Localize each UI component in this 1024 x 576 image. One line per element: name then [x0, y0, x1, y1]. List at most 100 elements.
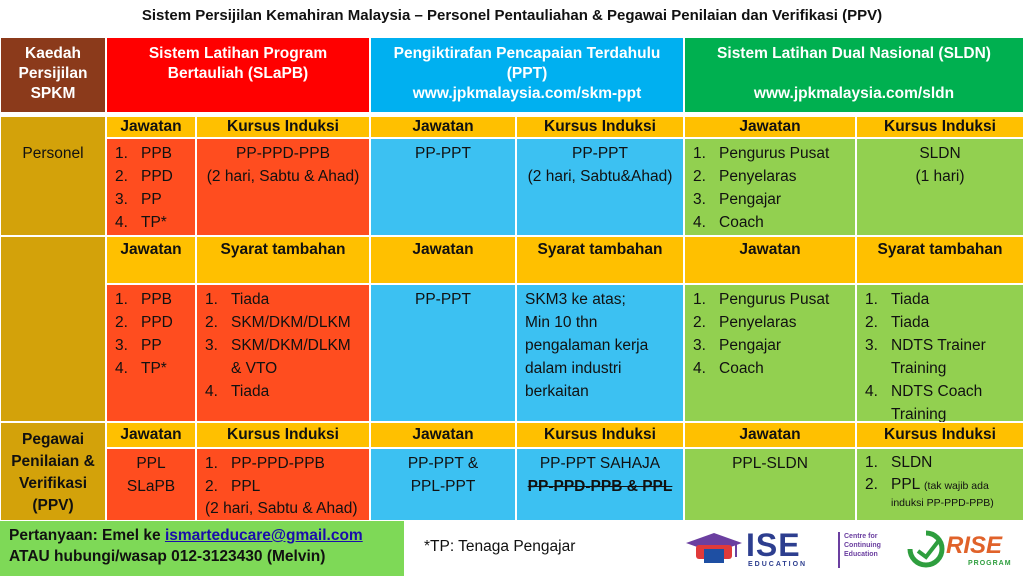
kursus-duration: (2 hari, Sabtu & Ahad): [205, 500, 358, 517]
list-item-text: Pengajar: [719, 337, 782, 354]
list-item-text-line: NDTS Trainer: [891, 337, 986, 354]
list-item-number: 1.: [205, 291, 218, 308]
syarat-line: berkaitan: [525, 383, 589, 400]
list-item: 3. Pengajar: [693, 334, 855, 357]
subheader-jawatan: Jawatan: [684, 236, 856, 284]
list-item-number: 2.: [205, 478, 218, 495]
ppv-sldn-kursus: 1. SLDN 2. PPL (tak wajib ada induksi PP-P…: [856, 448, 1024, 521]
subheader-jawatan: Jawatan: [684, 422, 856, 448]
list-item: 2. PPL (tak wajib ada: [865, 474, 1023, 496]
list-item: 4. NDTS Coach Training: [865, 380, 1023, 426]
header-kaedah-line: SPKM: [30, 85, 76, 102]
header-sldn: Sistem Latihan Dual Nasional (SLDN) www.…: [684, 37, 1024, 113]
list-item-text: Penyelaras: [719, 314, 797, 331]
list-item: 1. Pengurus Pusat: [693, 142, 855, 165]
subheader-jawatan: Jawatan: [106, 422, 196, 448]
list-item: 4. Tiada: [205, 380, 369, 403]
list-item: 1. PPB: [115, 142, 195, 165]
personel-ppt-kursus: PP-PPT (2 hari, Sabtu&Ahad): [516, 138, 684, 236]
ise-graduation-cap-icon: [686, 533, 742, 563]
header-kaedah: Kaedah Persijilan SPKM: [0, 37, 106, 113]
jawatan-list: 1. PPB 2. PPD 3. PP 4. TP*: [115, 288, 195, 380]
syarat-line: SKM3 ke atas;: [525, 291, 626, 308]
list-item: 3. NDTS Trainer Training: [865, 334, 1023, 380]
row-label-syarat: [0, 236, 106, 422]
syarat-list: 1. Tiada 2. SKM/DKM/DLKM 3. SKM/DKM/DLKM & V…: [205, 288, 369, 403]
list-item-text: SLDN: [891, 454, 933, 471]
syarat-line: dalam industri: [525, 360, 622, 377]
list-item-text: Tiada: [231, 291, 270, 308]
list-item: 3. PP: [115, 188, 195, 211]
subheader-jawatan: Jawatan: [106, 116, 196, 138]
list-item-text: SKM/DKM/DLKM: [231, 314, 351, 331]
list-item-text-line: SKM/DKM/DLKM: [231, 337, 351, 354]
ise-logo-subtext: EDUCATION: [748, 561, 808, 568]
subheader-kursus-induksi: Kursus Induksi: [196, 116, 370, 138]
list-item-text: Tiada: [231, 383, 270, 400]
jawatan-list: 1. Pengurus Pusat 2. Penyelaras 3. Pengajar…: [693, 288, 855, 380]
kursus-duration: (1 hari): [915, 168, 965, 185]
subheader-jawatan: Jawatan: [106, 236, 196, 284]
subheader-syarat-tambahan: Syarat tambahan: [196, 236, 370, 284]
list-item-text: PPL (tak wajib ada: [891, 474, 989, 496]
contact-phone: ATAU hubungi/wasap 012-3123430 (Melvin): [9, 548, 326, 565]
list-item-text: Pengurus Pusat: [719, 291, 830, 308]
personel-slapb-jawatan: 1. PPB 2. PPD 3. PP 4. TP*: [106, 138, 196, 236]
kursus-name: PP-PPT SAHAJA: [539, 455, 661, 472]
list-item: 4. Coach: [693, 211, 855, 234]
row-label-ppv: Pegawai Penilaian & Verifikasi (PPV): [0, 422, 106, 521]
header-sldn-link: www.jpkmalaysia.com/sldn: [753, 85, 955, 102]
list-item-text-main: PPL: [891, 476, 920, 493]
list-item: 1. PP-PPD-PPB: [205, 452, 369, 475]
list-item: 1. PPB: [115, 288, 195, 311]
kursus-list: 1. PP-PPD-PPB 2. PPL: [205, 452, 369, 498]
jawatan-text: PP-PPT: [415, 291, 471, 308]
list-item-number: 4.: [205, 383, 218, 400]
header-ppt: Pengiktirafan Pencapaian Terdahulu (PPT)…: [370, 37, 684, 113]
subheader-jawatan: Jawatan: [370, 236, 516, 284]
header-slapb-line: Bertauliah (SLaPB): [167, 65, 309, 82]
header-kaedah-line: Kaedah: [25, 45, 81, 62]
kursus-name: SLDN: [919, 145, 961, 162]
list-item-text: TP*: [141, 360, 167, 377]
list-item-text: TP*: [141, 214, 167, 231]
list-item-text: PPL: [231, 478, 261, 495]
kursus-name: PP-PPT: [572, 145, 628, 162]
jawatan-text: PPL-SLDN: [732, 455, 808, 472]
jawatan-list: 1. Pengurus Pusat 2. Penyelaras 3. Pengajar…: [693, 142, 855, 234]
cce-logo-line: Education: [844, 551, 878, 558]
list-item-text: Pengurus Pusat: [719, 145, 830, 162]
ppv-sldn-jawatan: PPL-SLDN: [684, 448, 856, 521]
list-item-text: PP-PPD-PPB: [231, 455, 325, 472]
list-item-number: 3.: [205, 337, 218, 354]
list-item-text-line: Training: [891, 406, 947, 423]
kursus-struck: PP-PPD-PPB & PPL: [527, 478, 673, 495]
jawatan-list: 1. PPB 2. PPD 3. PP 4. TP*: [115, 142, 195, 234]
subheader-syarat-tambahan: Syarat tambahan: [856, 236, 1024, 284]
ise-logo-text: ISE: [746, 527, 801, 563]
list-item-number: 2.: [205, 314, 218, 331]
tp-footnote: *TP: Tenaga Pengajar: [424, 538, 576, 555]
syarat-line: Min 10 thn: [525, 314, 598, 331]
syarat-line: pengalaman kerja: [525, 337, 649, 354]
list-item: 1. SLDN: [865, 452, 1023, 474]
jawatan-text: PP-PPT: [415, 145, 471, 162]
header-ppt-link: www.jpkmalaysia.com/skm-ppt: [412, 85, 642, 102]
contact-box: Pertanyaan: Emel ke ismarteducare@gmail.…: [0, 521, 404, 576]
list-item: 2. PPD: [115, 165, 195, 188]
syarat-ppt-jawatan: PP-PPT: [370, 284, 516, 422]
subheader-kursus-induksi: Kursus Induksi: [516, 422, 684, 448]
ppv-label-line: Verifikasi: [18, 475, 88, 492]
list-item-text: PPD: [141, 314, 173, 331]
syarat-slapb-jawatan: 1. PPB 2. PPD 3. PP 4. TP*: [106, 284, 196, 422]
email-link[interactable]: ismarteducare@gmail.com: [164, 527, 363, 544]
list-item-number: 3.: [865, 337, 878, 354]
header-slapb: Sistem Latihan Program Bertauliah (SLaPB…: [106, 37, 370, 113]
subheader-kursus-induksi: Kursus Induksi: [856, 116, 1024, 138]
subheader-kursus-induksi: Kursus Induksi: [516, 116, 684, 138]
list-item: 4. Coach: [693, 357, 855, 380]
header-slapb-line: Sistem Latihan Program: [148, 45, 328, 62]
list-item-text-line: NDTS Coach: [891, 383, 983, 400]
subheader-jawatan: Jawatan: [370, 422, 516, 448]
subheader-kursus-induksi: Kursus Induksi: [856, 422, 1024, 448]
